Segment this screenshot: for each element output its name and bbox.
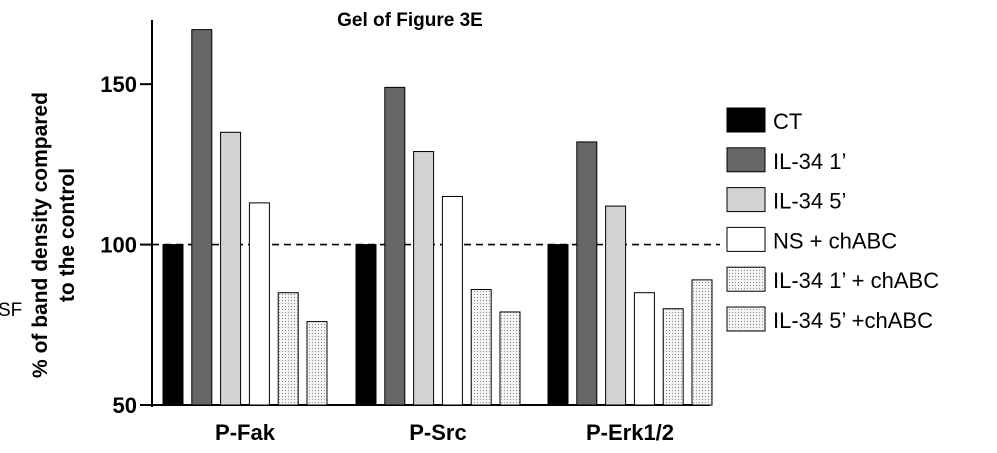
bar <box>441 195 463 406</box>
legend-label: CT <box>773 109 802 134</box>
legend-label: IL-34 5’ <box>773 189 846 214</box>
bar <box>413 151 435 406</box>
legend-label: IL-34 5’ +chABC <box>773 308 933 333</box>
bar <box>220 131 242 406</box>
bar <box>355 244 377 406</box>
bar <box>633 292 655 406</box>
bar <box>662 308 684 406</box>
legend-swatch <box>726 147 766 173</box>
bar <box>277 292 299 406</box>
y-axis-label-line2: to the control <box>56 168 79 302</box>
bar <box>691 279 713 406</box>
legend-label: IL-34 1’ + chABC <box>773 268 939 293</box>
legend-label: NS + chABC <box>773 228 897 253</box>
x-tick-label: P-Src <box>409 420 466 445</box>
bars: P-Fak P-Src P-Erk1/2 <box>162 29 713 445</box>
legend: CT IL-34 1’ IL-34 5’ NS + chABC IL-34 1’ + c… <box>726 107 939 333</box>
bar <box>306 321 328 406</box>
y-tick-label: 150 <box>100 72 137 97</box>
bar <box>547 244 569 406</box>
legend-swatch <box>726 306 766 332</box>
bar <box>162 244 184 406</box>
legend-swatch <box>726 187 766 213</box>
bar <box>499 311 521 406</box>
chart-title: Gel of Figure 3E <box>337 10 483 31</box>
legend-swatch <box>726 107 766 133</box>
x-tick-label: P-Fak <box>215 420 276 445</box>
bar <box>191 29 213 406</box>
legend-swatch <box>726 266 766 292</box>
y-tick-label: 50 <box>113 393 137 418</box>
bar <box>384 86 406 406</box>
y-tick-label: 100 <box>100 233 137 258</box>
y-axis-label-line1: % of band density compared <box>29 92 52 378</box>
legend-label: IL-34 1’ <box>773 149 846 174</box>
x-tick-label: P-Erk1/2 <box>586 420 674 445</box>
stray-text: SF <box>0 300 23 321</box>
bar <box>576 141 598 406</box>
bar <box>470 289 492 406</box>
bar <box>605 205 627 406</box>
bar <box>248 202 270 406</box>
legend-swatch <box>726 226 766 252</box>
